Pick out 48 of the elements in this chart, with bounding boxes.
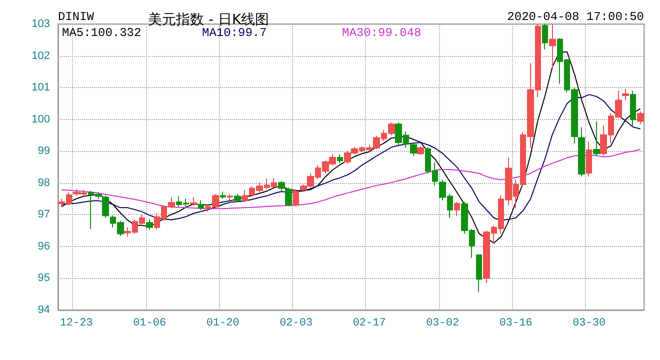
y-tick-label: 94 [38, 304, 50, 316]
text: DINIW [58, 10, 95, 24]
x-tick-label: 01-20 [206, 318, 240, 330]
y-tick-label: 96 [38, 240, 50, 252]
line-series [61, 149, 641, 210]
candlestick [630, 90, 636, 126]
y-tick-label: 95 [38, 272, 50, 284]
y-tick-label: 98 [38, 176, 50, 189]
line-series [61, 94, 641, 221]
candlestick [293, 188, 299, 207]
candlestick [146, 218, 153, 230]
candlestick [622, 88, 629, 101]
candlestick [454, 201, 460, 217]
text: MA5:100.332 [62, 26, 142, 40]
y-tick-label: 97 [38, 208, 50, 221]
y-tick-label: 101 [32, 82, 50, 94]
candlestick [198, 200, 204, 210]
candlestick [637, 110, 644, 125]
candlestick [586, 141, 592, 178]
candlestick [549, 24, 556, 69]
x-tick-label: 03-02 [426, 318, 460, 330]
candlestick [542, 24, 548, 50]
y-tick-label: 103 [32, 18, 50, 30]
candlestick [234, 194, 241, 202]
candlestick [578, 126, 585, 178]
text: MA30:99.048 [342, 26, 422, 40]
line-series [61, 51, 641, 244]
x-tick-label: 02-17 [352, 318, 386, 330]
x-tick-label: 03-16 [499, 318, 532, 330]
text: 2020-04-08 17:00:50 [507, 10, 644, 24]
candlestick [102, 195, 109, 218]
chart-title: 美元指数 - 日K线图 [148, 12, 270, 28]
y-tick-label: 99 [38, 145, 50, 158]
candlestick [410, 142, 417, 156]
text: MA10:99.7 [202, 26, 267, 40]
x-tick-label: 01-06 [133, 318, 166, 330]
candlestick [593, 120, 600, 156]
x-tick-label: 12-23 [60, 318, 93, 330]
candlestick [417, 146, 424, 156]
candlestick [476, 254, 482, 292]
x-tick-label: 03-30 [572, 318, 606, 330]
x-tick-label: 02-03 [280, 318, 313, 330]
y-tick-label: 100 [32, 113, 50, 126]
candlestick [190, 196, 197, 206]
candlestick [337, 154, 343, 164]
y-tick-label: 102 [32, 50, 50, 62]
candlestick [220, 191, 226, 200]
candlestick [227, 194, 233, 201]
